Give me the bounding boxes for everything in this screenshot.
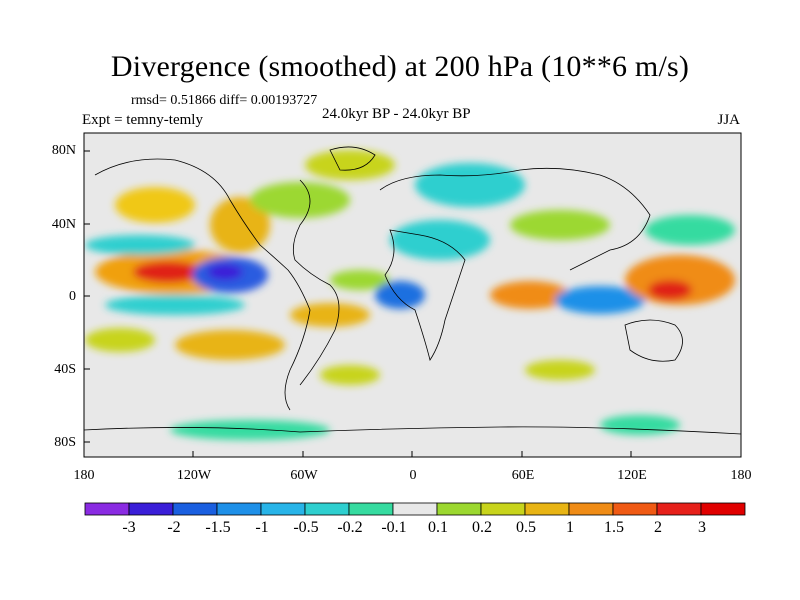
neg-patch-nwpac <box>645 215 735 245</box>
colorbar <box>84 502 746 516</box>
colorbar-box-7 <box>392 502 438 516</box>
pos-patch-ssatl <box>320 365 380 385</box>
pos-patch-greenland <box>305 150 395 180</box>
lat-label-equator: 0 <box>69 289 76 304</box>
pos-core-pacific <box>133 261 203 283</box>
cb-label-12: 2 <box>654 519 662 536</box>
period-label: 24.0kyr BP - 24.0kyr BP <box>322 106 471 122</box>
colorbar-box-12 <box>612 502 658 516</box>
lat-label-80n: 80N <box>51 143 76 158</box>
pos-patch-nepac <box>210 197 270 253</box>
pos-patch-spac <box>175 330 285 360</box>
cb-label-2: -1.5 <box>205 519 231 536</box>
coast-americas-west <box>94 158 311 411</box>
diff-label: diff= <box>219 93 248 108</box>
colorbar-box-1 <box>128 502 174 516</box>
coast-antarctica <box>84 426 741 435</box>
lon-label-180e: 180 <box>730 468 752 483</box>
colorbar-box-10 <box>524 502 570 516</box>
cb-label-9: 0.5 <box>516 519 536 536</box>
pos-patch-natl <box>250 182 350 218</box>
cb-label-13: 3 <box>698 519 706 536</box>
lon-label-120w: 120W <box>176 468 212 483</box>
neg-patch-eurasia <box>415 163 525 207</box>
anomaly-patches <box>85 150 735 440</box>
cb-label-10: 1 <box>566 519 574 536</box>
cb-label-5: -0.2 <box>337 519 363 536</box>
map-title: Divergence (smoothed) at 200 hPa (10**6 … <box>110 50 690 83</box>
neg-patch-southern-east <box>600 415 680 435</box>
pos-patch-satl <box>290 303 370 327</box>
neg-patch-maritime <box>555 286 645 314</box>
pos-patch-sindian <box>525 360 595 380</box>
field-layer <box>84 133 741 457</box>
pos-patch-indian <box>490 281 570 309</box>
lat-label-80s: 80S <box>54 435 76 450</box>
pos-core-wpac <box>648 280 692 300</box>
coastlines <box>84 146 741 435</box>
lon-label-0: 0 <box>409 468 417 483</box>
cb-label-4: -0.5 <box>293 519 319 536</box>
rmsd-value: 0.51866 <box>170 93 216 108</box>
pos-patch-swpac <box>85 328 155 352</box>
neg-patch-gulf-guinea <box>375 281 425 309</box>
coast-africa <box>384 229 466 361</box>
axis-ticks <box>84 150 632 457</box>
season-label: JJA <box>717 112 740 128</box>
cb-label-3: -1 <box>255 519 269 536</box>
neg-core-epac <box>207 264 243 280</box>
experiment-label: Expt = temny-temly <box>82 112 203 128</box>
cb-label-7: 0.1 <box>428 519 448 536</box>
coast-eurasia <box>379 167 651 271</box>
coast-australia <box>624 319 683 362</box>
neg-band-npac <box>85 235 195 255</box>
cb-label-6: -0.1 <box>381 519 407 536</box>
rmsd-label: rmsd= <box>131 93 167 108</box>
lon-label-120e: 120E <box>617 468 647 483</box>
colorbar-box-6 <box>348 502 394 516</box>
coast-americas-east <box>292 179 340 386</box>
diff-value: 0.00193727 <box>250 93 318 108</box>
cb-label-1: -2 <box>167 519 181 536</box>
pos-patch-npac <box>115 187 195 223</box>
cb-label-11: 1.5 <box>604 519 624 536</box>
cb-label-8: 0.2 <box>472 519 492 536</box>
colorbar-box-8 <box>436 502 482 516</box>
lon-label-60w: 60W <box>290 468 318 483</box>
pos-patch-eqatl <box>330 270 390 290</box>
stats-line: rmsd= 0.51866 diff= 0.00193727 <box>131 93 317 109</box>
colorbar-box-5 <box>304 502 350 516</box>
colorbar-box-3 <box>216 502 262 516</box>
neg-band-spac <box>105 295 245 315</box>
neg-band-southern <box>170 420 330 440</box>
coast-greenland <box>329 146 376 171</box>
cb-label-0: -3 <box>122 519 136 536</box>
colorbar-box-13 <box>656 502 702 516</box>
lat-label-40s: 40S <box>54 362 76 377</box>
colorbar-box-0 <box>84 502 130 516</box>
pos-patch-asia <box>510 210 610 240</box>
colorbar-box-11 <box>568 502 614 516</box>
colorbar-box-9 <box>480 502 526 516</box>
lon-label-60e: 60E <box>511 468 535 483</box>
lat-label-40n: 40N <box>51 217 76 232</box>
lon-label-180w: 180 <box>73 468 95 483</box>
colorbar-box-4 <box>260 502 306 516</box>
neg-patch-sahara <box>390 220 490 260</box>
colorbar-box-14 <box>700 502 746 516</box>
colorbar-box-2 <box>172 502 218 516</box>
